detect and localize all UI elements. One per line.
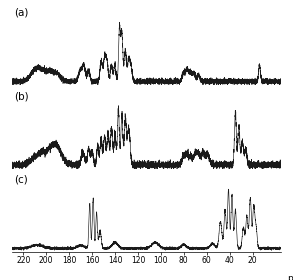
Text: (c): (c)	[14, 175, 28, 185]
Text: ppm: ppm	[287, 274, 293, 280]
Text: (a): (a)	[14, 8, 29, 18]
Text: (b): (b)	[14, 92, 29, 101]
